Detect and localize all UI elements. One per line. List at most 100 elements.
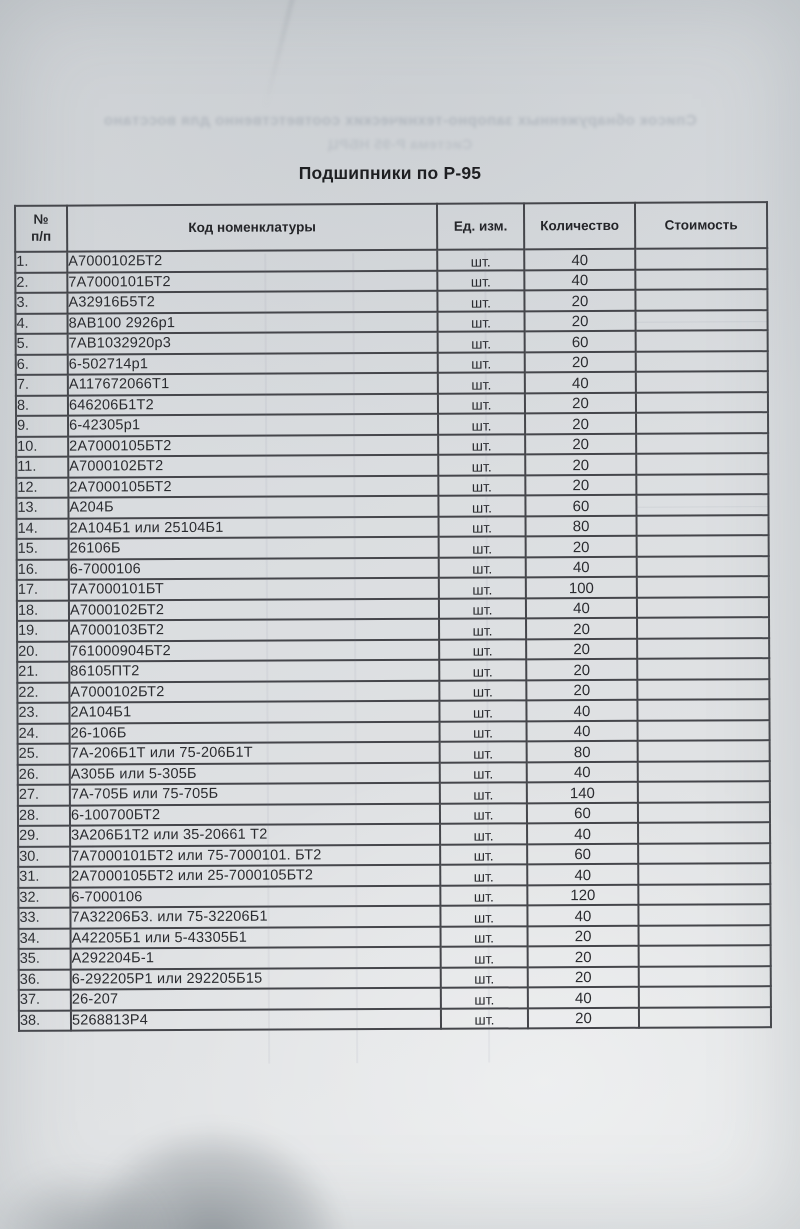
header-num-line1: №: [33, 211, 49, 227]
cell-row-number: 17.: [16, 579, 69, 601]
cell-row-number: 3.: [15, 292, 68, 314]
cell-cost: [635, 371, 768, 393]
cell-unit: шт.: [440, 925, 528, 947]
cell-row-number: 37.: [18, 989, 71, 1011]
cell-quantity: 40: [526, 720, 638, 742]
cell-cost: [637, 719, 770, 741]
cell-nomenclature-code: А7000102БТ2: [69, 680, 440, 703]
cell-row-number: 33.: [18, 907, 71, 929]
cell-row-number: 36.: [18, 969, 71, 990]
cell-cost: [638, 904, 771, 926]
cell-row-number: 11.: [16, 456, 69, 478]
cell-unit: шт.: [438, 515, 526, 537]
cell-unit: шт.: [439, 761, 527, 783]
parts-table: № п/п Код номенклатуры Ед. изм. Количест…: [14, 201, 772, 1032]
cell-quantity: 20: [526, 679, 638, 701]
cell-quantity: 40: [524, 248, 636, 270]
cell-unit: шт.: [437, 392, 526, 414]
cell-cost: [636, 494, 769, 516]
cell-row-number: 25.: [17, 743, 70, 765]
cell-unit: шт.: [440, 864, 528, 886]
cell-quantity: 20: [527, 945, 639, 967]
cell-nomenclature-code: 6-502714р1: [67, 352, 438, 375]
header-cost: Стоимость: [634, 202, 768, 249]
cell-unit: шт.: [438, 556, 526, 578]
cell-quantity: 60: [525, 494, 637, 516]
cell-nomenclature-code: А7000102БТ2: [68, 454, 439, 478]
cell-quantity: 40: [527, 986, 639, 1008]
cell-unit: шт.: [438, 413, 526, 435]
cell-row-number: 16.: [16, 559, 69, 580]
cell-quantity: 20: [524, 351, 636, 373]
cell-unit: шт.: [438, 536, 526, 558]
cell-cost: [635, 350, 768, 372]
cell-unit: шт.: [437, 290, 525, 312]
cell-nomenclature-code: А32916Б5Т2: [67, 290, 438, 314]
cell-unit: шт.: [437, 269, 525, 291]
cell-unit: шт.: [439, 782, 527, 804]
cell-unit: шт.: [439, 638, 527, 660]
cell-cost: [638, 924, 771, 946]
cell-unit: шт.: [440, 905, 528, 927]
cell-row-number: 18.: [16, 600, 70, 621]
cell-cost: [637, 658, 770, 680]
cell-nomenclature-code: 761000904БТ2: [69, 639, 440, 662]
cell-nomenclature-code: 5268813Р4: [70, 1008, 442, 1031]
parts-table-wrapper: № п/п Код номенклатуры Ед. изм. Количест…: [14, 201, 772, 1064]
cell-row-number: 20.: [17, 641, 70, 662]
cell-row-number: 2.: [15, 272, 68, 293]
cell-unit: шт.: [440, 946, 528, 968]
cell-cost: [637, 637, 770, 659]
cell-unit: шт.: [437, 372, 525, 394]
cell-nomenclature-code: 646206Б1Т2: [67, 393, 439, 416]
cell-cost: [636, 535, 769, 557]
cell-cost: [636, 412, 769, 434]
cell-quantity: 40: [524, 269, 636, 291]
cell-nomenclature-code: 6-7000106: [70, 885, 441, 908]
cell-nomenclature-code: 2А104Б1 или 25104Б1: [68, 516, 439, 539]
table-body: 1. А7000102БТ2 шт. 40 2. 7А7000101БТ2 шт…: [15, 248, 772, 1031]
cell-quantity: 20: [525, 535, 637, 557]
header-qty: Количество: [523, 202, 636, 250]
cell-unit: шт.: [439, 659, 527, 681]
cell-quantity: 120: [527, 884, 639, 906]
cell-row-number: 19.: [17, 620, 70, 642]
camera-shadow: [0, 1150, 190, 1229]
cell-unit: шт.: [437, 249, 525, 271]
cell-row-number: 1.: [15, 251, 68, 273]
cell-row-number: 15.: [16, 538, 69, 560]
cell-quantity: 40: [524, 371, 636, 393]
cell-cost: [638, 883, 771, 905]
cell-cost: [635, 330, 768, 352]
cell-unit: шт.: [438, 495, 526, 517]
cell-cost: [635, 391, 769, 413]
cell-unit: шт.: [440, 966, 528, 988]
cell-cost: [638, 945, 771, 967]
cell-nomenclature-code: А117672066Т1: [67, 372, 438, 396]
cell-row-number: 31.: [18, 866, 71, 888]
cell-quantity: 60: [526, 802, 639, 824]
cell-row-number: 23.: [17, 702, 70, 724]
cell-cost: [636, 432, 769, 454]
cell-nomenclature-code: 26-207: [70, 987, 441, 1011]
cell-quantity: 40: [526, 699, 638, 721]
cell-nomenclature-code: 7А-206Б1Т или 75-206Б1Т: [69, 741, 440, 765]
cell-cost: [638, 842, 771, 864]
cell-quantity: 20: [525, 453, 637, 475]
cell-cost: [638, 822, 771, 844]
header-code: Код номенклатуры: [66, 203, 438, 252]
cell-nomenclature-code: 6-42305р1: [68, 413, 439, 437]
cell-quantity: 20: [526, 638, 638, 660]
cell-quantity: 20: [525, 433, 637, 455]
cell-unit: шт.: [437, 351, 525, 373]
table-header-row: № п/п Код номенклатуры Ед. изм. Количест…: [14, 202, 768, 252]
cell-quantity: 100: [525, 576, 637, 598]
cell-quantity: 20: [524, 310, 636, 332]
cell-cost: [637, 740, 770, 762]
cell-nomenclature-code: А7000102БТ2: [68, 598, 440, 621]
cell-nomenclature-code: 2А7000105БТ2: [68, 434, 439, 457]
cell-quantity: 40: [525, 597, 638, 619]
cell-unit: шт.: [439, 679, 527, 701]
cell-cost: [637, 781, 770, 803]
cell-quantity: 20: [525, 412, 637, 434]
